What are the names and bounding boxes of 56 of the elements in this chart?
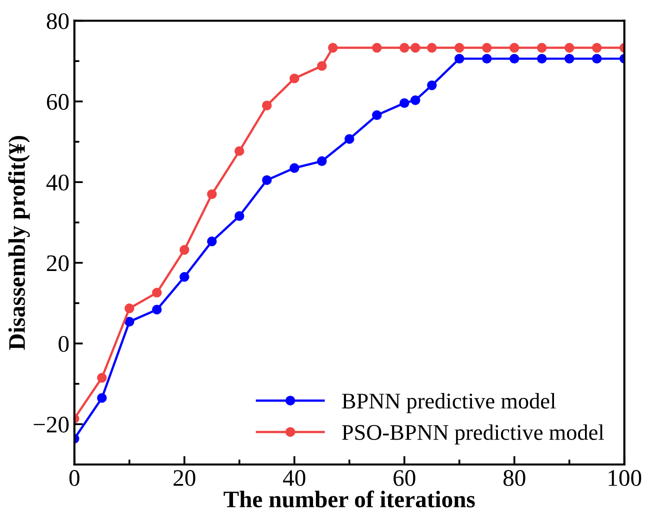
- point: [410, 42, 420, 53]
- y-tick-label: 60: [46, 94, 69, 110]
- point: [510, 42, 520, 53]
- y-axis-title: Disassembly profit(¥): [8, 136, 30, 350]
- x-tick-label: 80: [503, 470, 526, 486]
- point: [124, 304, 134, 314]
- y-tick-label: 0: [58, 336, 69, 352]
- x-tick-label: 100: [608, 470, 642, 486]
- y-tick-label: 20: [46, 255, 69, 272]
- point: [317, 156, 327, 166]
- y-tick-label: 40: [46, 174, 69, 191]
- point: [427, 80, 437, 90]
- point: [262, 175, 272, 185]
- point: [328, 42, 338, 53]
- y-tick-label: 80: [46, 13, 69, 30]
- point: [207, 236, 217, 246]
- point: [400, 42, 410, 53]
- point: [427, 42, 437, 53]
- point: [410, 95, 420, 106]
- point: [234, 146, 244, 156]
- point: [180, 272, 190, 282]
- point: [564, 42, 574, 53]
- point: [454, 42, 464, 53]
- point: [152, 288, 162, 298]
- point: [564, 54, 574, 64]
- point: [234, 211, 244, 221]
- point: [290, 74, 300, 84]
- x-tick-label: 60: [394, 470, 416, 486]
- point: [124, 316, 134, 327]
- point: [290, 163, 300, 173]
- point: [344, 134, 354, 144]
- x-axis-title: The number of iterations: [224, 490, 475, 508]
- point: [482, 42, 492, 53]
- point: [400, 98, 410, 108]
- point: [97, 393, 107, 403]
- point: [262, 100, 272, 110]
- point: [510, 54, 520, 64]
- point: [537, 42, 547, 53]
- y-tick-label: −20: [34, 416, 69, 433]
- legend-label: BPNN predictive model: [342, 392, 556, 414]
- x-tick-label: 0: [69, 470, 80, 486]
- point: [372, 110, 382, 120]
- point: [482, 54, 492, 64]
- point: [592, 42, 602, 53]
- x-tick-label: 40: [283, 470, 306, 486]
- point: [97, 372, 107, 383]
- x-tick-label: 20: [174, 470, 196, 486]
- point: [372, 42, 382, 53]
- point: [317, 61, 327, 71]
- point: [180, 245, 190, 255]
- point: [537, 54, 547, 64]
- legend-label: PSO-BPNN predictive model: [342, 424, 604, 445]
- point: [152, 304, 162, 314]
- point: [207, 189, 217, 200]
- point: [592, 54, 602, 64]
- point: [454, 54, 464, 64]
